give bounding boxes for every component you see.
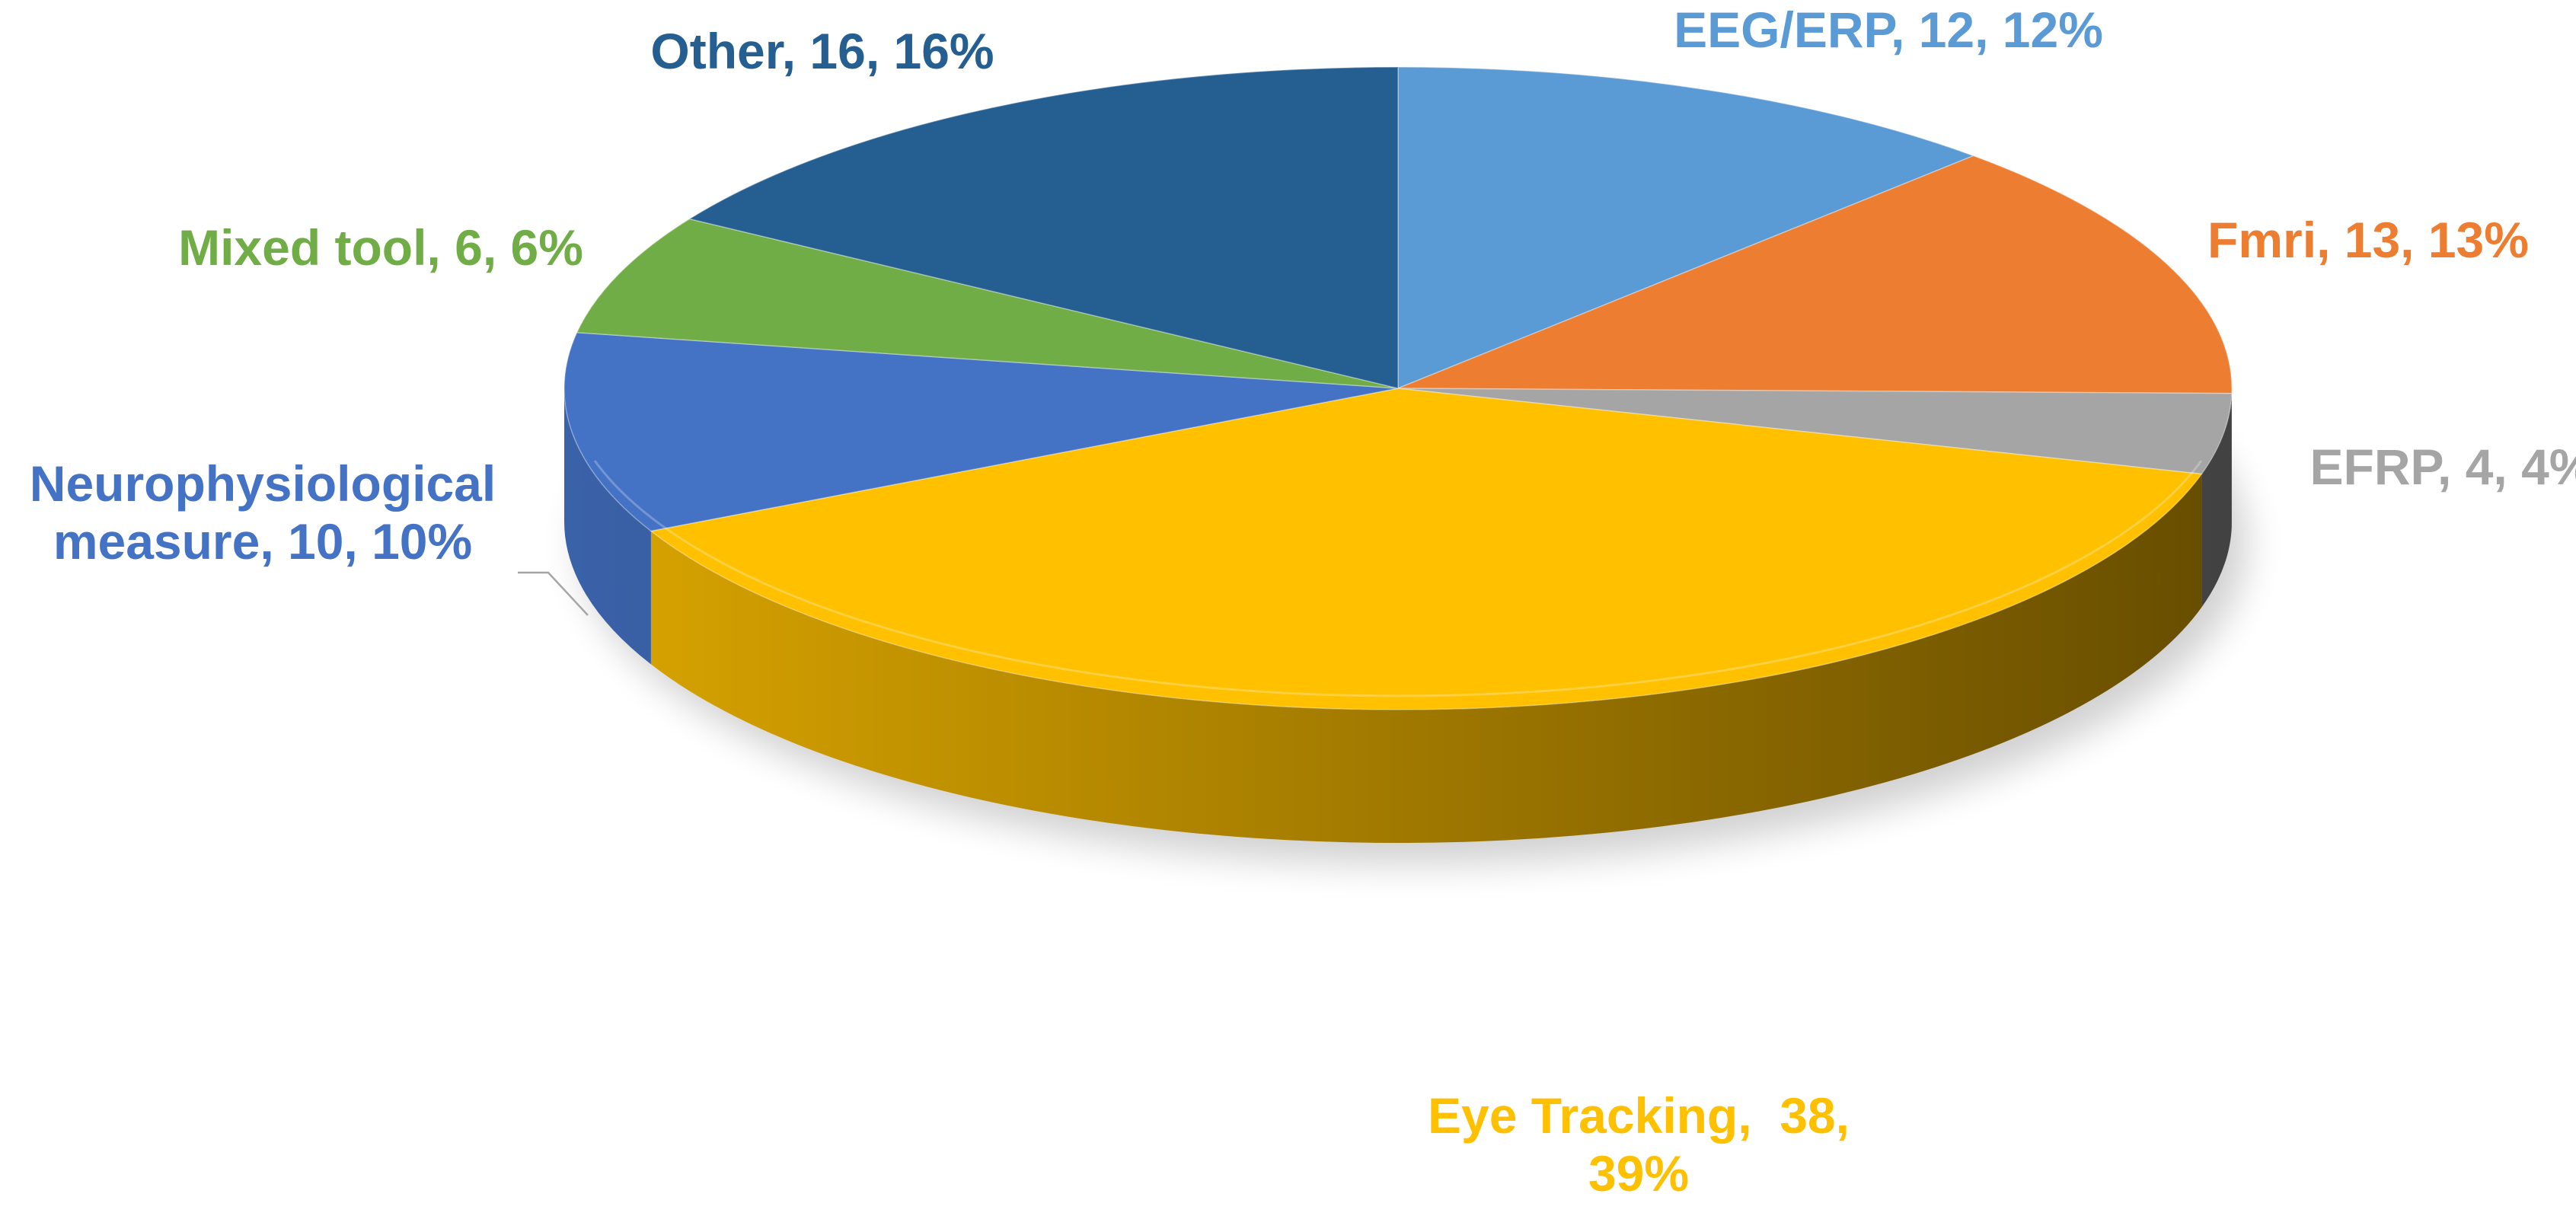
pie-top-faces bbox=[563, 66, 2233, 710]
pie-wall-efrp bbox=[2201, 393, 2232, 608]
pie-slice-efrp bbox=[1397, 388, 2233, 475]
pie-slice-eeg-erp bbox=[1397, 66, 1975, 390]
pie-slice-eye-tracking bbox=[650, 388, 2203, 710]
data-label-line: Other, 16, 16% bbox=[650, 23, 994, 79]
data-label-line: Eye Tracking, 38, bbox=[1428, 1087, 1850, 1144]
pie-wall-neurophysiological-measure bbox=[564, 388, 651, 665]
data-label-line: measure, 10, 10% bbox=[53, 513, 472, 570]
data-label-line: Fmri, 13, 13% bbox=[2207, 212, 2529, 268]
pie-slice-other bbox=[688, 66, 1399, 389]
data-labels: EEG/ERP, 12, 12% Fmri, 13, 13% EFRP, 4, 4%… bbox=[30, 2, 2576, 1202]
pie-rim-highlight bbox=[593, 460, 2203, 697]
data-label-line: 39% bbox=[1588, 1145, 1689, 1202]
pie-slice-mixed-tool bbox=[576, 218, 1399, 389]
data-label-line: EEG/ERP, 12, 12% bbox=[1674, 2, 2103, 58]
data-label-line: EFRP, 4, 4% bbox=[2310, 439, 2576, 495]
pie-side-walls bbox=[564, 388, 2232, 843]
data-label-efrp: EFRP, 4, 4% bbox=[2310, 439, 2576, 495]
data-label-line: Neurophysiological bbox=[30, 455, 496, 512]
pie-wall-eye-tracking bbox=[650, 474, 2202, 843]
data-label-eeg-erp: EEG/ERP, 12, 12% bbox=[1674, 2, 2103, 58]
data-label-eye-tracking: Eye Tracking, 38, 39% bbox=[1428, 1087, 1850, 1202]
pie-slice-fmri bbox=[1397, 155, 2233, 394]
pie-slice-neurophysiological-measure bbox=[563, 331, 1399, 532]
data-label-fmri: Fmri, 13, 13% bbox=[2207, 212, 2529, 268]
data-label-other: Other, 16, 16% bbox=[650, 23, 994, 79]
data-label-neurophysiological-measure: Neurophysiological measure, 10, 10% bbox=[30, 455, 496, 570]
leader-lines bbox=[518, 571, 589, 616]
leader-line-neurophysiological-measure bbox=[518, 571, 589, 616]
data-label-line: Mixed tool, 6, 6% bbox=[178, 219, 583, 276]
data-label-mixed-tool: Mixed tool, 6, 6% bbox=[178, 219, 583, 276]
